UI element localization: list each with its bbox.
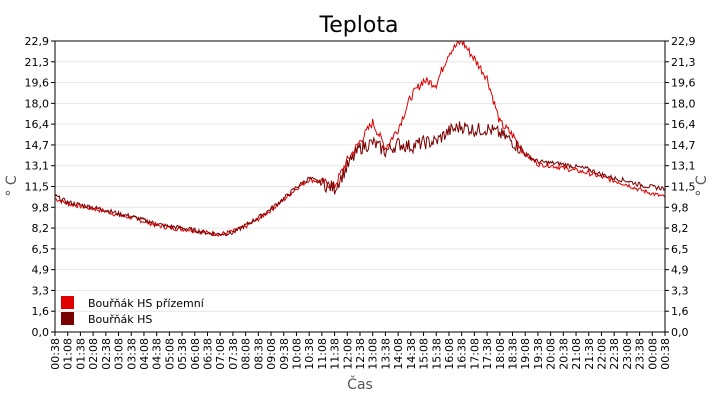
- x-tick-label: 10:08: [290, 338, 303, 370]
- y-tick-label-right: 6,5: [671, 243, 689, 256]
- x-tick-label: 06:08: [189, 338, 202, 370]
- x-tick-label: 19:08: [519, 338, 532, 370]
- y-tick-label: 22,9: [25, 35, 50, 48]
- y-tick-label-right: 9,8: [671, 201, 689, 214]
- x-tick-label: 22:08: [595, 338, 608, 370]
- y-tick-label: 16,4: [25, 118, 50, 131]
- x-tick-label: 14:38: [405, 338, 418, 370]
- x-tick-label: 18:08: [494, 338, 507, 370]
- legend-swatch-0: [61, 296, 74, 309]
- y-tick-label-right: 21,3: [671, 56, 696, 69]
- y-tick-label-right: 0,0: [671, 326, 689, 339]
- y-tick-label-right: 1,6: [671, 305, 689, 318]
- y-tick-label-right: 3,3: [671, 284, 689, 297]
- x-tick-label: 17:08: [468, 338, 481, 370]
- legend[interactable]: Bouřňák HS přízemní Bouřňák HS: [61, 296, 205, 326]
- x-tick-label: 15:08: [418, 338, 431, 370]
- x-tick-label: 12:08: [341, 338, 354, 370]
- x-tick-label: 10:38: [303, 338, 316, 370]
- x-tick-label: 20:38: [557, 338, 570, 370]
- y-axis-label-right: ° C: [694, 175, 710, 196]
- x-tick-label: 22:38: [608, 338, 621, 370]
- x-tick-label: 12:38: [354, 338, 367, 370]
- x-tick-label: 01:08: [62, 338, 75, 370]
- series-line-1: [54, 121, 666, 237]
- x-tick-label: 04:08: [138, 338, 151, 370]
- x-tick-label: 00:38: [659, 338, 672, 370]
- x-tick-label: 11:38: [329, 338, 342, 370]
- y-tick-label: 0,0: [32, 326, 50, 339]
- grid-lines: [55, 61, 665, 312]
- series-group: [54, 40, 666, 238]
- y-tick-label: 19,6: [25, 77, 50, 90]
- y-tick-label: 4,9: [32, 264, 50, 277]
- y-tick-label-right: 8,2: [671, 222, 689, 235]
- y-tick-label-right: 16,4: [671, 118, 696, 131]
- x-tick-label: 01:38: [74, 338, 87, 370]
- x-axis-label: Čas: [347, 375, 373, 393]
- x-tick-label: 05:38: [176, 338, 189, 370]
- x-tick-label: 06:38: [202, 338, 215, 370]
- x-tick-label: 02:38: [100, 338, 113, 370]
- legend-label-0[interactable]: Bouřňák HS přízemní: [88, 297, 205, 310]
- y-tick-label: 8,2: [32, 222, 50, 235]
- y-axis-label-left: ° C: [4, 175, 20, 196]
- x-tick-label: 17:38: [481, 338, 494, 370]
- x-tick-label: 23:08: [621, 338, 634, 370]
- legend-label-1[interactable]: Bouřňák HS: [88, 313, 152, 326]
- x-tick-label: 21:08: [570, 338, 583, 370]
- x-axis: 00:38 01:08 01:38 02:08 02:38 03:08 03:38 04:08…: [49, 332, 672, 370]
- y-tick-label-right: 22,9: [671, 35, 696, 48]
- y-tick-label-right: 4,9: [671, 264, 689, 277]
- y-tick-label: 9,8: [32, 201, 50, 214]
- x-tick-label: 02:08: [87, 338, 100, 370]
- x-tick-label: 13:38: [379, 338, 392, 370]
- y-tick-label: 3,3: [32, 284, 50, 297]
- y-tick-label: 18,0: [25, 97, 50, 110]
- y-tick-label-right: 19,6: [671, 77, 696, 90]
- x-tick-label: 16:38: [456, 338, 469, 370]
- x-tick-label: 05:08: [163, 338, 176, 370]
- x-tick-label: 03:08: [113, 338, 126, 370]
- x-tick-label: 16:08: [443, 338, 456, 370]
- y-tick-label: 6,5: [32, 243, 50, 256]
- y-tick-label: 1,6: [32, 305, 50, 318]
- x-tick-label: 11:08: [316, 338, 329, 370]
- x-tick-label: 00:38: [49, 338, 62, 370]
- x-tick-label: 14:08: [392, 338, 405, 370]
- y-tick-label-right: 13,1: [671, 160, 696, 173]
- y-tick-label-right: 14,7: [671, 139, 696, 152]
- x-tick-label: 09:08: [265, 338, 278, 370]
- y-tick-label-right: 18,0: [671, 97, 696, 110]
- x-tick-label: 20:08: [545, 338, 558, 370]
- x-tick-label: 08:38: [252, 338, 265, 370]
- y-tick-label: 11,5: [25, 181, 50, 194]
- x-tick-label: 23:38: [634, 338, 647, 370]
- x-tick-label: 18:38: [507, 338, 520, 370]
- x-tick-label: 09:38: [278, 338, 291, 370]
- x-tick-label: 15:38: [430, 338, 443, 370]
- x-tick-label: 07:38: [227, 338, 240, 370]
- x-tick-label: 21:38: [583, 338, 596, 370]
- x-tick-label: 19:38: [532, 338, 545, 370]
- x-tick-label: 08:08: [240, 338, 253, 370]
- y-tick-label: 13,1: [25, 160, 50, 173]
- x-tick-label: 13:08: [367, 338, 380, 370]
- right-y-axis: 0,0 1,6 3,3 4,9 6,5 8,2 9,8 11,5 13,1 14,7 16,4 18,…: [665, 35, 696, 339]
- left-y-axis: 0,0 1,6 3,3 4,9 6,5 8,2 9,8 11,5 13,1 14,7 16,4 18,…: [25, 35, 55, 339]
- y-tick-label: 21,3: [25, 56, 50, 69]
- x-tick-label: 03:38: [125, 338, 138, 370]
- x-tick-label: 04:38: [151, 338, 164, 370]
- chart-title: Teplota: [319, 13, 399, 38]
- x-tick-label: 07:08: [214, 338, 227, 370]
- y-tick-label-right: 11,5: [671, 181, 696, 194]
- y-tick-label: 14,7: [25, 139, 50, 152]
- x-tick-label: 00:08: [646, 338, 659, 370]
- legend-swatch-1: [61, 312, 74, 325]
